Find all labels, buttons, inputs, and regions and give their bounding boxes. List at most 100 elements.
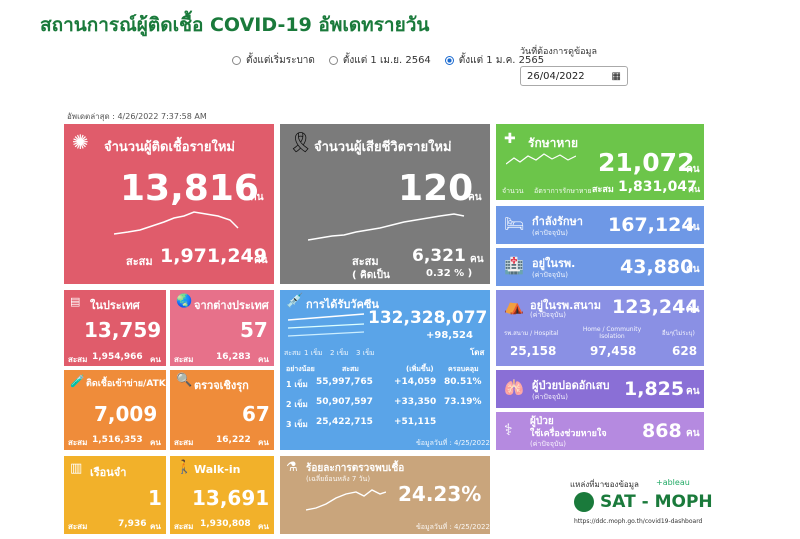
vaccine-row-cov: 80.51%	[444, 377, 482, 387]
hospital-icon: 🏥	[504, 256, 524, 275]
vaccine-legend-item: 2 เข็ม	[330, 349, 349, 357]
field-hospital-value: 123,244	[612, 296, 699, 318]
atk-cum-value: 1,516,353	[92, 435, 143, 445]
date-range-filter: ตั้งแต่เริ่มระบาด ตั้งแต่ 1 เม.ย. 2564 ต…	[232, 53, 544, 68]
vaccine-dose-unit: โดส	[470, 348, 485, 357]
new-cases-value: 13,816	[120, 168, 259, 209]
ventilator-unit: คน	[686, 428, 700, 439]
new-deaths-cum-label: สะสม	[352, 255, 379, 268]
field-hospital-card: ⛺ อยู่ในรพ.สนาม (ค่าปัจจุบัน) 123,244 คน…	[496, 290, 704, 366]
vaccine-row-inc: +51,115	[394, 417, 437, 427]
field-hospital-col-head: Home / Community Isolation	[582, 326, 642, 340]
new-deaths-cum-unit: คน	[470, 254, 484, 265]
tableau-logo: +ableau	[656, 478, 690, 487]
walkin-cum-unit: คน	[258, 522, 269, 531]
medical-cross-icon: ✚	[504, 131, 516, 147]
proactive-cum-unit: คน	[258, 438, 269, 447]
positivity-value: 24.23%	[398, 482, 482, 506]
source-org: SAT - MOPH	[600, 492, 713, 512]
imported-label: จากต่างประเทศ	[194, 299, 269, 312]
in-hospital-sub: (ค่าปัจจุบัน)	[532, 271, 568, 279]
positivity-card: ⚗ ร้อยละการตรวจพบเชื้อ (เฉลี่ยย้อนหลัง 7…	[280, 456, 490, 534]
recovered-cum-unit: คน	[688, 185, 701, 195]
jail-label: เรือนจำ	[90, 466, 127, 479]
calendar-icon: ▦	[611, 70, 621, 82]
severe-label: ผู้ป่วยปอดอักเสบ	[532, 379, 610, 392]
ribbon-icon: 🎗	[288, 130, 314, 154]
domestic-label: ในประเทศ	[90, 299, 140, 312]
jail-card: ▥ เรือนจำ 1 สะสม 7,936 คน	[64, 456, 166, 534]
new-deaths-trend-line	[308, 213, 465, 241]
vaccine-legend-item: สะสม	[284, 349, 301, 357]
field-hospital-col-value: 25,158	[510, 344, 557, 358]
in-treatment-label: กำลังรักษา	[532, 215, 583, 228]
positivity-trend-line	[306, 489, 386, 511]
proactive-label: ตรวจเชิงรุก	[194, 379, 249, 392]
radio-icon	[328, 56, 338, 65]
imported-value: 57	[240, 318, 268, 342]
field-hospital-unit: คน	[686, 304, 700, 315]
ventilator-label: ผู้ป่วย	[530, 416, 554, 427]
vaccine-row-dose: 3 เข็ม	[286, 420, 308, 429]
atk-value: 7,009	[94, 402, 158, 426]
radio-selected-icon	[444, 56, 454, 65]
thai-flag-icon: ▤	[70, 295, 81, 308]
new-cases-cum-unit: คน	[254, 255, 268, 266]
vaccine-legend-item: 3 เข็ม	[356, 349, 375, 357]
globe-icon: 🌏	[176, 294, 193, 309]
vaccine-col-header: อย่างน้อย	[286, 365, 315, 373]
in-hospital-value: 43,880	[620, 256, 694, 278]
radio-icon	[232, 56, 241, 65]
recovered-unit: คน	[686, 164, 700, 175]
recovered-legend-rate: อัตราการรักษาหาย	[534, 187, 592, 195]
in-treatment-sub: (ค่าปัจจุบัน)	[532, 229, 568, 237]
filter-option-jan2565[interactable]: ตั้งแต่ 1 ม.ค. 2565	[444, 53, 544, 68]
imported-cum-value: 16,283	[216, 352, 251, 362]
walkin-cum-label: สะสม	[174, 522, 194, 531]
vaccine-row-cum: 25,422,715	[316, 417, 373, 427]
new-cases-unit: คน	[250, 192, 264, 203]
jail-cum-unit: คน	[150, 522, 161, 531]
new-deaths-label: จำนวนผู้เสียชีวิตรายใหม่	[314, 140, 452, 155]
last-updated: อัพเดตล่าสุด : 4/26/2022 7:37:58 AM	[67, 112, 207, 121]
new-deaths-pct-label: ( คิดเป็น	[352, 270, 390, 281]
field-hospital-sub: (ค่าปัจจุบัน)	[530, 311, 566, 319]
filter-option-all[interactable]: ตั้งแต่เริ่มระบาด	[232, 53, 315, 68]
in-treatment-unit: คน	[686, 222, 700, 233]
date-picker-input[interactable]: 26/04/2022 ▦	[520, 66, 628, 86]
recovered-value: 21,072	[598, 148, 695, 177]
in-hospital-card: 🏥 อยู่ในรพ. (ค่าปัจจุบัน) 43,880 คน	[496, 248, 704, 286]
source-url[interactable]: https://ddc.moph.go.th/covid19-dashboard	[574, 518, 703, 525]
filter-option-apr2564[interactable]: ตั้งแต่ 1 เม.ย. 2564	[328, 53, 431, 68]
vaccine-row-cum: 55,997,765	[316, 377, 373, 387]
date-picker-label: วันที่ต้องการดูข้อมูล	[520, 47, 597, 57]
virus-icon: ✺	[72, 130, 89, 154]
vaccine-label: การได้รับวัคซีน	[306, 298, 379, 311]
positivity-asof: ข้อมูลวันที่ : 4/25/2022	[416, 523, 490, 531]
proactive-card: 🔍 ตรวจเชิงรุก 67 สะสม 16,222 คน	[170, 370, 274, 450]
new-deaths-cum-value: 6,321	[412, 246, 466, 266]
walkin-card: 🚶 Walk-in 13,691 สะสม 1,930,808 คน	[170, 456, 274, 534]
source-label: แหล่งที่มาของข้อมูล	[570, 480, 639, 489]
new-cases-card: ✺ จำนวนผู้ติดเชื้อรายใหม่ 13,816 คน สะสม…	[64, 124, 274, 284]
filter-option-label: ตั้งแต่เริ่มระบาด	[246, 55, 315, 66]
proactive-value: 67	[242, 402, 270, 426]
ventilator-sub: (ค่าปัจจุบัน)	[530, 440, 566, 448]
vaccine-row-cum: 50,907,597	[316, 397, 373, 407]
syringe-icon: 💉	[286, 293, 304, 309]
recovered-cum-label: สะสม	[592, 185, 614, 195]
vaccine-row-inc: +14,059	[394, 377, 437, 387]
atk-cum-unit: คน	[150, 438, 161, 447]
in-hospital-label: อยู่ในรพ.	[532, 257, 576, 270]
new-cases-trend-line	[114, 211, 239, 235]
ventilator-label-2: ใช้เครื่องช่วยหายใจ	[530, 429, 607, 439]
new-deaths-pct-value: 0.32 % )	[426, 268, 473, 279]
severe-unit: คน	[686, 386, 700, 397]
test-kit-icon: 🧪	[70, 374, 85, 388]
field-hospital-label: อยู่ในรพ.สนาม	[530, 299, 601, 312]
field-hospital-col-head: อื่นๆ(ไม่ระบุ)	[662, 330, 695, 337]
ventilator-icon: ⚕	[504, 420, 513, 439]
atk-label: ติดเชื้อเข้าข่าย/ATK	[86, 379, 166, 389]
ventilator-value: 868	[642, 420, 682, 442]
proactive-cum-label: สะสม	[174, 438, 194, 447]
